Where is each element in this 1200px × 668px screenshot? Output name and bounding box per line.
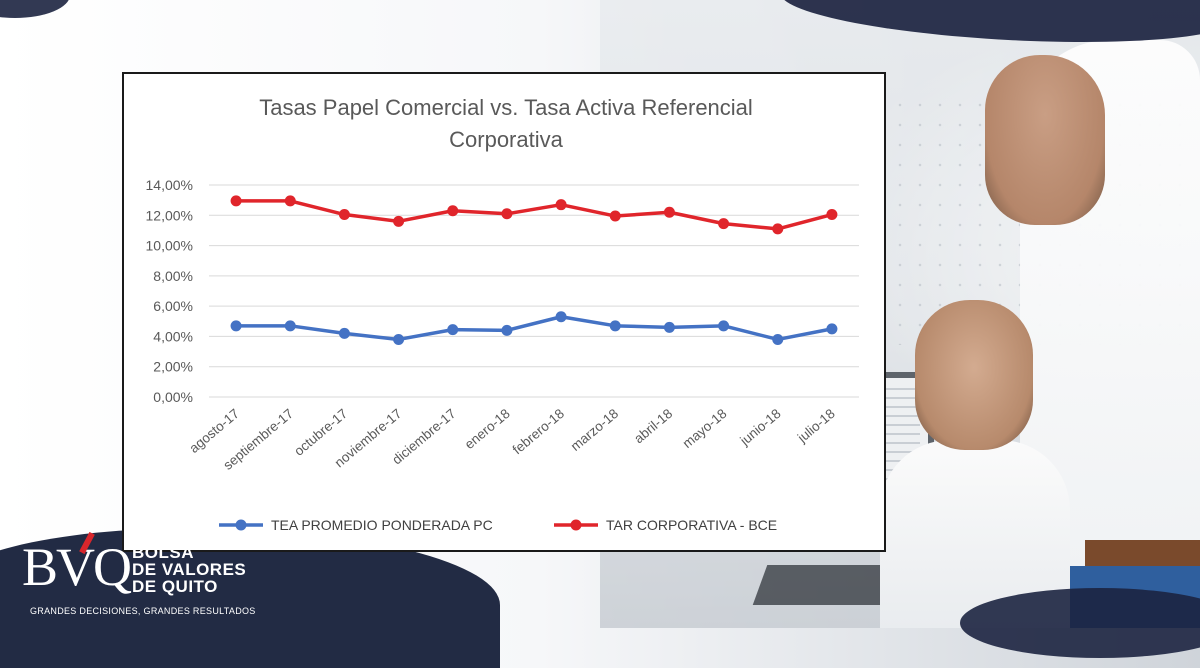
data-point bbox=[555, 199, 567, 211]
data-point bbox=[663, 321, 675, 333]
data-point bbox=[718, 218, 730, 230]
x-tick-label: abril-18 bbox=[631, 406, 675, 446]
y-tick-label: 12,00% bbox=[146, 207, 193, 223]
chart-title-line-2: Corporativa bbox=[449, 127, 563, 152]
data-point bbox=[663, 206, 675, 218]
data-point bbox=[718, 320, 730, 332]
data-point bbox=[772, 333, 784, 345]
logo-name-line: DE QUITO bbox=[132, 577, 218, 596]
data-point bbox=[338, 209, 350, 221]
data-point bbox=[447, 205, 459, 217]
background-belt bbox=[1085, 540, 1200, 566]
x-tick-label: febrero-18 bbox=[510, 406, 567, 458]
x-tick-label: marzo-18 bbox=[568, 406, 621, 454]
logo-name-line: DE VALORES bbox=[132, 560, 247, 579]
bvq-logo: BVQ BOLSA DE VALORES DE QUITO GRANDES DE… bbox=[22, 531, 322, 620]
legend-label: TEA PROMEDIO PONDERADA PC bbox=[271, 517, 493, 533]
y-tick-label: 14,00% bbox=[146, 177, 193, 193]
data-point bbox=[826, 209, 838, 221]
x-tick-label: mayo-18 bbox=[680, 406, 730, 451]
legend-marker bbox=[570, 519, 582, 531]
y-tick-label: 0,00% bbox=[153, 389, 193, 405]
data-point bbox=[230, 320, 242, 332]
y-tick-label: 10,00% bbox=[146, 238, 193, 254]
brush-stroke-top-left bbox=[0, 0, 70, 18]
data-point bbox=[501, 208, 513, 220]
data-point bbox=[338, 327, 350, 339]
logo-mark: BVQ bbox=[22, 537, 132, 597]
background-standing-person-head bbox=[985, 55, 1105, 225]
data-point bbox=[772, 223, 784, 235]
data-point bbox=[230, 195, 242, 207]
y-tick-label: 2,00% bbox=[153, 359, 193, 375]
brush-stroke-bottom-right bbox=[960, 588, 1200, 658]
data-point bbox=[393, 333, 405, 345]
y-tick-label: 6,00% bbox=[153, 298, 193, 314]
legend-marker bbox=[235, 519, 247, 531]
series-line bbox=[236, 314, 833, 342]
x-tick-label: enero-18 bbox=[462, 406, 513, 452]
data-point bbox=[447, 324, 459, 336]
series-line bbox=[236, 199, 833, 231]
data-point bbox=[284, 320, 296, 332]
data-point bbox=[501, 324, 513, 336]
x-tick-label: julio-18 bbox=[794, 406, 838, 446]
data-point bbox=[393, 215, 405, 227]
chart-title-line-1: Tasas Papel Comercial vs. Tasa Activa Re… bbox=[259, 95, 753, 120]
data-point bbox=[555, 311, 567, 323]
data-point bbox=[609, 210, 621, 222]
y-tick-label: 4,00% bbox=[153, 328, 193, 344]
data-point bbox=[826, 323, 838, 335]
y-tick-label: 8,00% bbox=[153, 268, 193, 284]
logo-tagline: GRANDES DECISIONES, GRANDES RESULTADOS bbox=[30, 606, 256, 616]
data-point bbox=[609, 320, 621, 332]
x-tick-label: junio-18 bbox=[736, 406, 783, 449]
background-seated-person-head bbox=[915, 300, 1033, 450]
legend-label: TAR CORPORATIVA - BCE bbox=[606, 517, 777, 533]
line-chart: 0,00% 2,00% 4,00% 6,00% 8,00% 10,00% 12,00% 14,… bbox=[146, 177, 859, 533]
chart-panel: Tasas Papel Comercial vs. Tasa Activa Re… bbox=[122, 72, 886, 552]
logo-name: BOLSA DE VALORES DE QUITO bbox=[132, 544, 246, 595]
x-tick-label: agosto-17 bbox=[186, 406, 242, 456]
data-point bbox=[284, 195, 296, 207]
logo-name-line: BOLSA bbox=[132, 543, 194, 562]
